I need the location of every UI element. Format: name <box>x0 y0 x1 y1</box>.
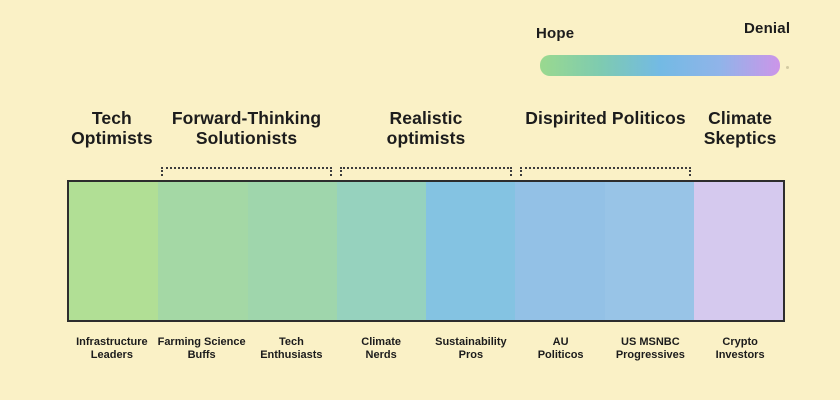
group-label-tech-optimists: Tech Optimists <box>2 108 222 148</box>
group-label-line: Skeptics <box>703 128 777 148</box>
segment-label-line: Tech <box>278 336 304 348</box>
segment-label-sustainability-pros: Sustainability Pros <box>396 336 546 362</box>
group-bracket-forward-thinking-solutionists <box>160 167 333 176</box>
segment-label-infrastructure-leaders: Infrastructure Leaders <box>37 336 187 362</box>
segment-label-farming-science-buffs: Farming Science Buffs <box>127 336 277 362</box>
group-label-line: Optimists <box>71 128 153 148</box>
segment-us-msnbc-progressives <box>604 182 694 320</box>
group-label-forward-thinking-solutionists: Forward-Thinking Solutionists <box>137 108 357 148</box>
segment-farming-science-buffs <box>158 182 248 320</box>
segment-label-line: Pros <box>458 349 484 361</box>
segment-label-line: AU <box>552 336 569 348</box>
segment-crypto-investors <box>693 182 783 320</box>
group-label-line: Dispirited Politicos <box>525 108 686 128</box>
group-label-line: Climate <box>708 108 773 128</box>
segment-label-us-msnbc-progressives: US MSNBC Progressives <box>575 336 725 362</box>
segment-tech-enthusiasts <box>247 182 337 320</box>
segment-label-line: US MSNBC <box>621 336 680 348</box>
segment-label-line: Buffs <box>187 349 216 361</box>
legend-hope-label: Hope <box>536 25 575 42</box>
group-bracket-realistic-optimists <box>340 167 512 176</box>
group-label-line: Solutionists <box>195 128 298 148</box>
group-label-line: Forward-Thinking <box>171 108 322 128</box>
segment-label-line: Nerds <box>365 349 397 361</box>
segment-label-au-politicos: AU Politicos <box>486 336 636 362</box>
segment-infrastructure-leaders <box>69 182 159 320</box>
segment-label-line: Infrastructure <box>76 336 148 348</box>
segment-label-tech-enthusiasts: Tech Enthusiasts <box>216 336 366 362</box>
segment-label-line: Enthusiasts <box>260 349 323 361</box>
segment-sustainability-pros <box>426 182 516 320</box>
group-label-line: Realistic <box>389 108 463 128</box>
group-label-realistic-optimists: Realistic optimists <box>316 108 536 148</box>
spectrum-bar <box>67 180 785 322</box>
legend-denial-label: Denial <box>744 20 791 37</box>
segment-label-line: Farming Science <box>157 336 246 348</box>
group-label-climate-skeptics: Climate Skeptics <box>630 108 840 148</box>
group-label-line: optimists <box>386 128 466 148</box>
segment-au-politicos <box>515 182 605 320</box>
segment-label-line: Climate <box>361 336 401 348</box>
segment-label-climate-nerds: Climate Nerds <box>306 336 456 362</box>
legend-end-mark <box>786 66 789 69</box>
group-bracket-dispirited-politicos <box>519 167 692 176</box>
segment-climate-nerds <box>336 182 426 320</box>
group-label-dispirited-politicos: Dispirited Politicos <box>496 108 716 128</box>
segment-label-line: Progressives <box>615 349 685 361</box>
segment-label-line: Investors <box>715 349 765 361</box>
segment-label-line: Leaders <box>90 349 133 361</box>
group-label-line: Tech <box>91 108 132 128</box>
segment-label-crypto-investors: Crypto Investors <box>665 336 815 362</box>
legend-gradient-bar <box>540 55 780 76</box>
segment-label-line: Politicos <box>537 349 584 361</box>
segment-label-line: Crypto <box>722 336 758 348</box>
segment-label-line: Sustainability <box>435 336 507 348</box>
